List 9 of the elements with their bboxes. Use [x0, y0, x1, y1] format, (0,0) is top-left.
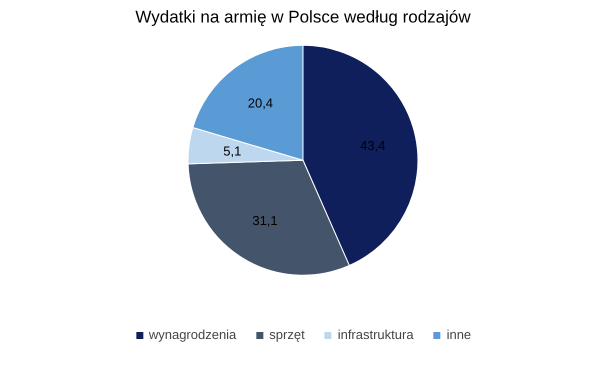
legend-label: wynagrodzenia — [148, 327, 236, 342]
data-label: 43,4 — [360, 138, 386, 154]
legend-label: infrastruktura — [338, 327, 414, 342]
data-label: 31,1 — [252, 213, 278, 228]
data-label: 20,4 — [248, 96, 274, 111]
legend-label: inne — [446, 327, 472, 342]
legend-label: sprzęt — [269, 327, 305, 342]
chart-title: Wydatki na armię w Polsce według rodzajów — [135, 8, 472, 26]
data-label: 5,1 — [223, 144, 242, 159]
